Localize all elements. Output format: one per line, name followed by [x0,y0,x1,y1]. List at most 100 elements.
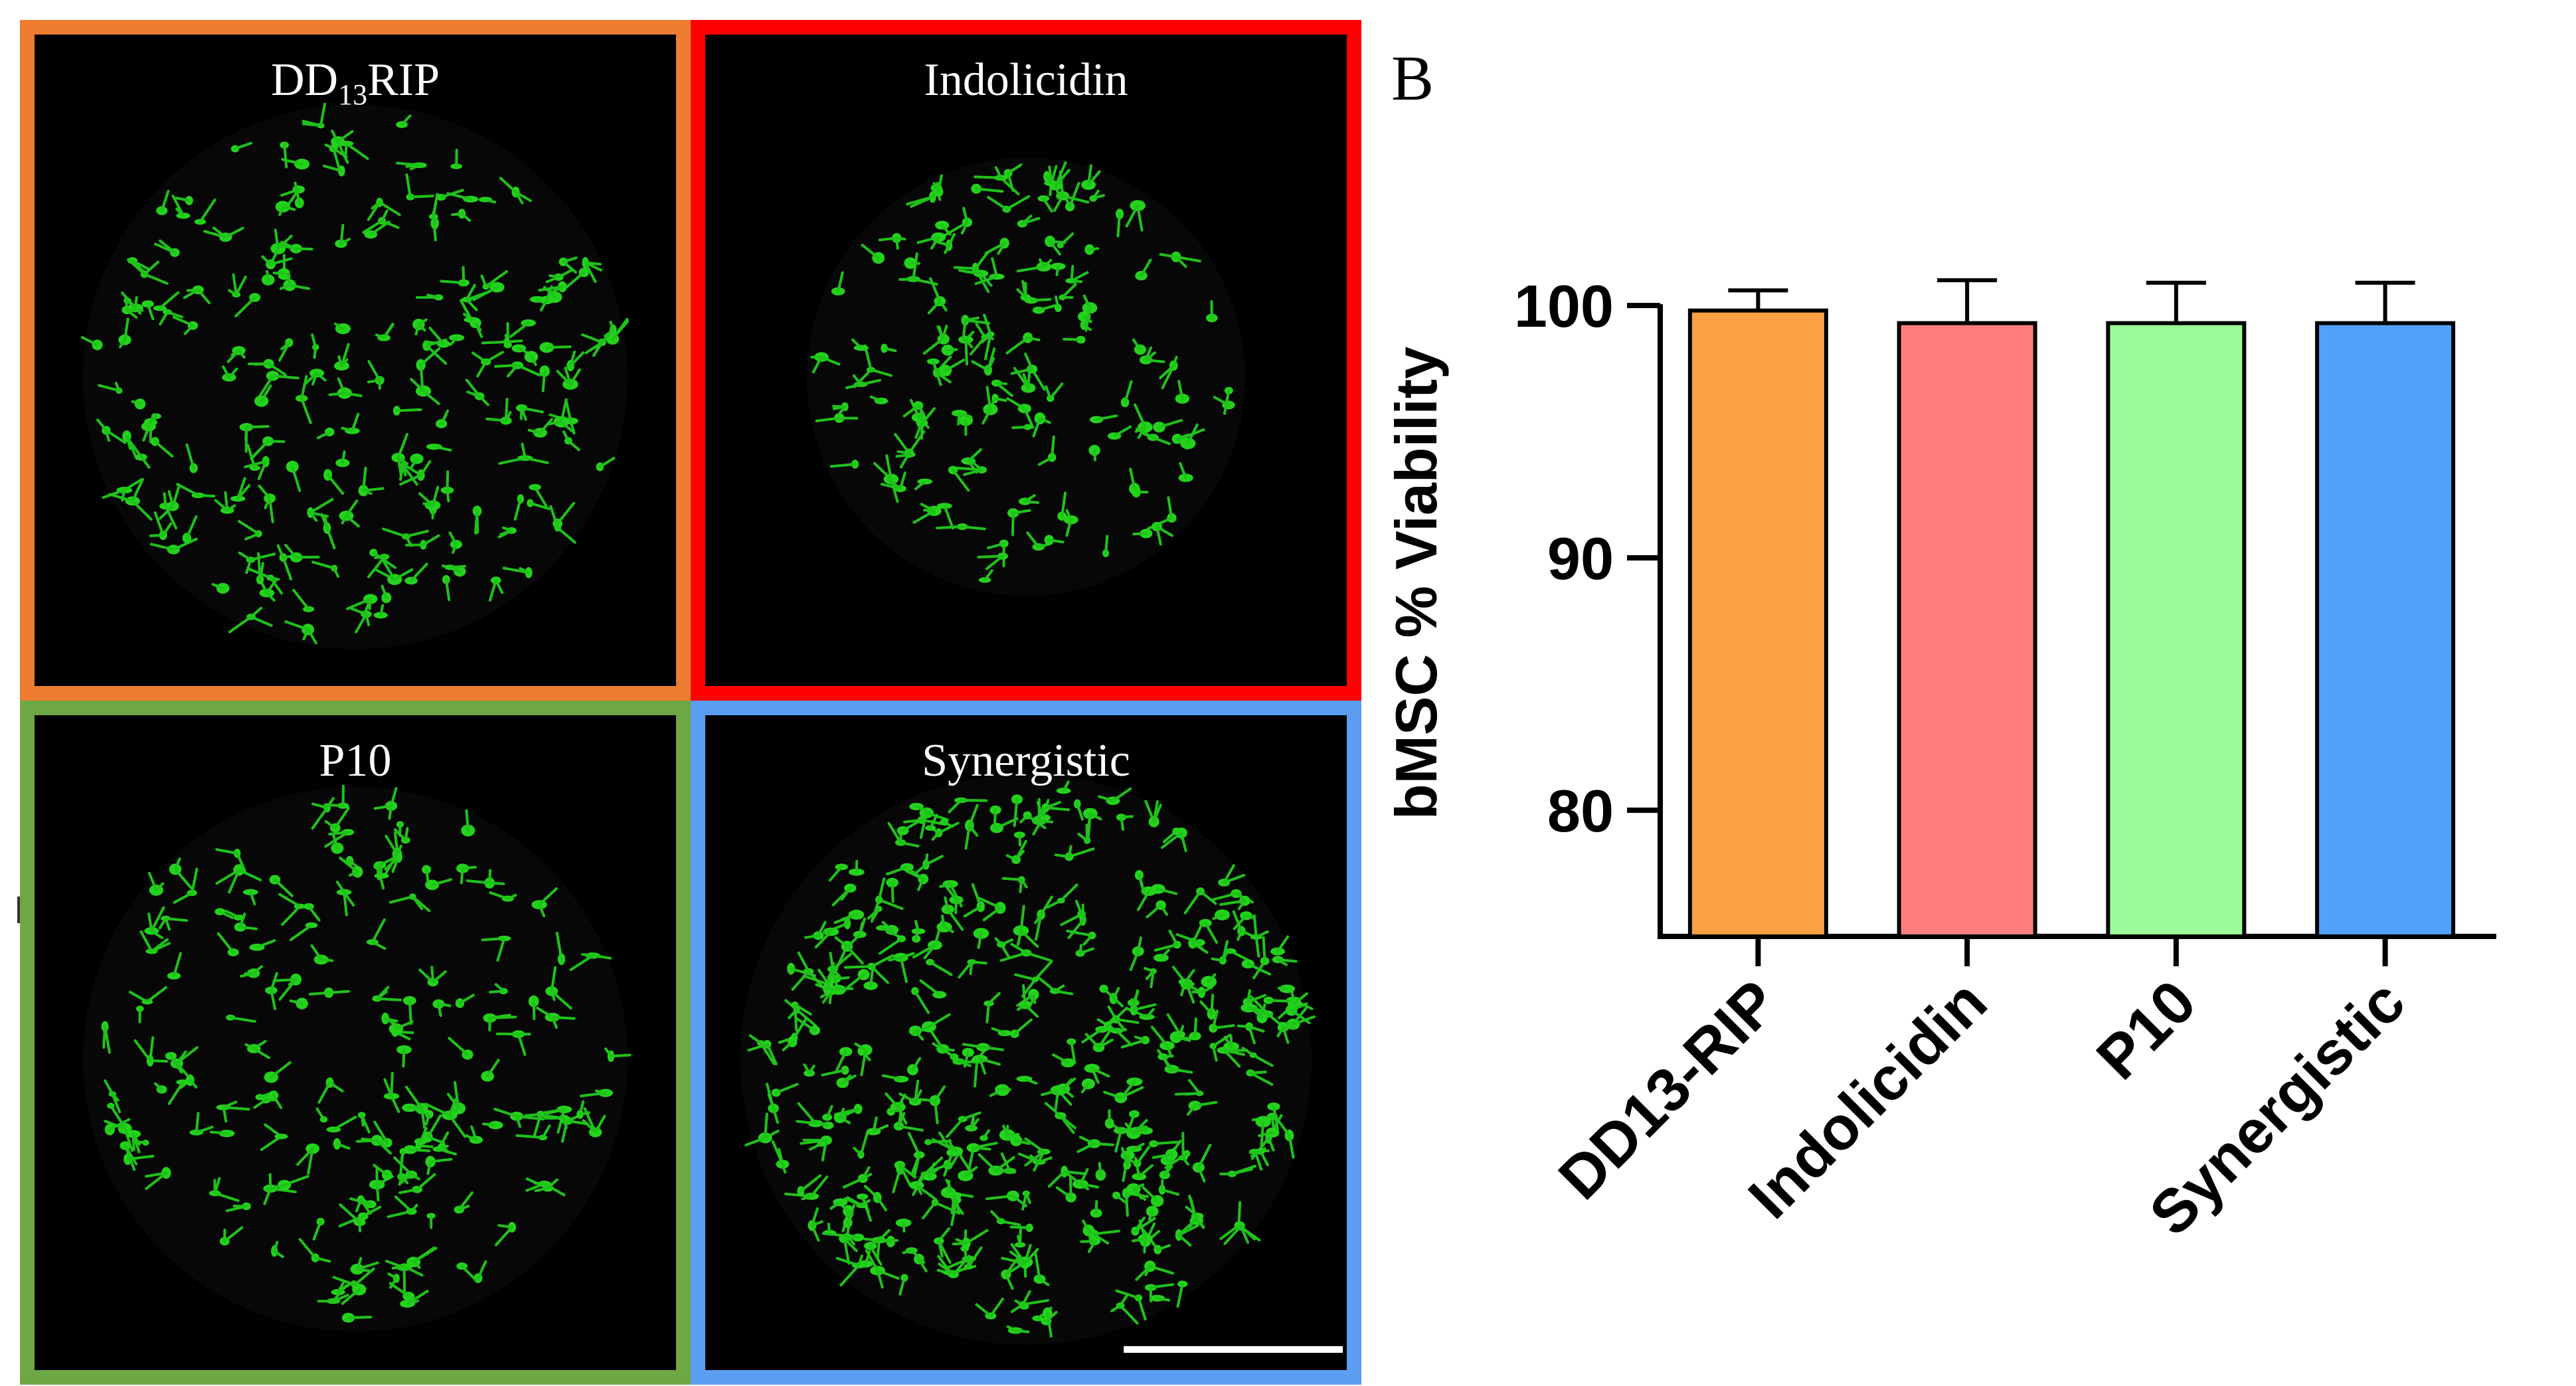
cell [914,407,936,439]
cell [863,967,878,990]
cell [909,1171,937,1201]
cell [355,1134,392,1155]
cell [815,962,854,995]
cell [995,1085,1011,1093]
cell [1199,994,1217,1020]
cell [1006,1325,1030,1334]
cell [107,1102,127,1130]
cell [1090,414,1118,424]
y-tick-label: 100 [1514,274,1614,340]
cell [339,499,360,528]
cell [958,415,973,436]
cell [989,805,1001,830]
cell [1153,418,1183,433]
cell [556,367,581,390]
cell [870,877,904,923]
cell [265,1175,309,1191]
cell [286,460,301,492]
cell [940,819,954,828]
cell [1104,1109,1114,1129]
cell [226,1014,256,1023]
cell [147,871,165,896]
cell-field [80,102,630,650]
cell [248,359,287,377]
cell [1067,903,1086,939]
cell [952,1229,989,1249]
cell [465,1125,483,1144]
cell [1188,1194,1205,1229]
cell [1152,521,1173,546]
cell [234,912,258,932]
cell [1270,935,1290,956]
cell [389,893,431,912]
cell [405,534,440,550]
cell [451,209,472,222]
well-disk [740,774,1312,1345]
cell [358,466,385,497]
cell [203,226,244,242]
cell [1065,264,1089,284]
cell [154,239,180,257]
cell [1135,428,1171,446]
cell [159,309,184,326]
cell [948,797,988,814]
cell [543,1114,570,1130]
cell [367,360,385,390]
cell [1124,1146,1150,1168]
cell [1057,491,1067,521]
cell [228,273,247,298]
cell [810,352,841,374]
cell [932,1042,959,1061]
cell [1175,380,1190,404]
cell [1013,366,1036,393]
cell [429,193,439,242]
cell [525,1180,566,1197]
cell [375,322,394,341]
cell [912,928,921,943]
cell [339,857,363,878]
cell [158,915,189,931]
cell [426,1213,436,1229]
cell [936,914,954,933]
cell [1180,423,1199,450]
cell [175,196,193,205]
cell [1045,1102,1076,1134]
cell [167,1079,190,1105]
cell [230,477,251,502]
cell [1084,1027,1114,1053]
cell [183,285,211,305]
cell [1054,845,1095,861]
cell [357,1112,371,1134]
cell [1219,892,1250,910]
micrograph-p10-title: P10 [319,735,392,786]
cell [964,804,979,850]
cell [990,1210,1021,1227]
cell [272,268,290,278]
cell [808,1207,823,1242]
cell [804,920,827,940]
cell [1152,1148,1178,1160]
cell [323,469,345,495]
cell [861,244,885,264]
cell [185,443,198,474]
cell [497,526,517,539]
cell [333,1138,351,1150]
cell [1050,262,1066,276]
cell [311,333,319,359]
cell [1011,424,1033,430]
cell [1206,300,1218,323]
cell [1120,380,1133,408]
cell [273,974,301,1001]
cell [1139,346,1165,365]
cell [1081,164,1101,190]
cell [373,1164,392,1180]
cell [280,141,290,169]
cell [1110,1292,1139,1325]
cell [835,1255,866,1287]
cell [438,1143,450,1154]
cell [987,195,1031,213]
cell [495,1222,517,1247]
cell [1124,1119,1148,1140]
cell [1144,800,1162,827]
cell [120,1141,138,1171]
